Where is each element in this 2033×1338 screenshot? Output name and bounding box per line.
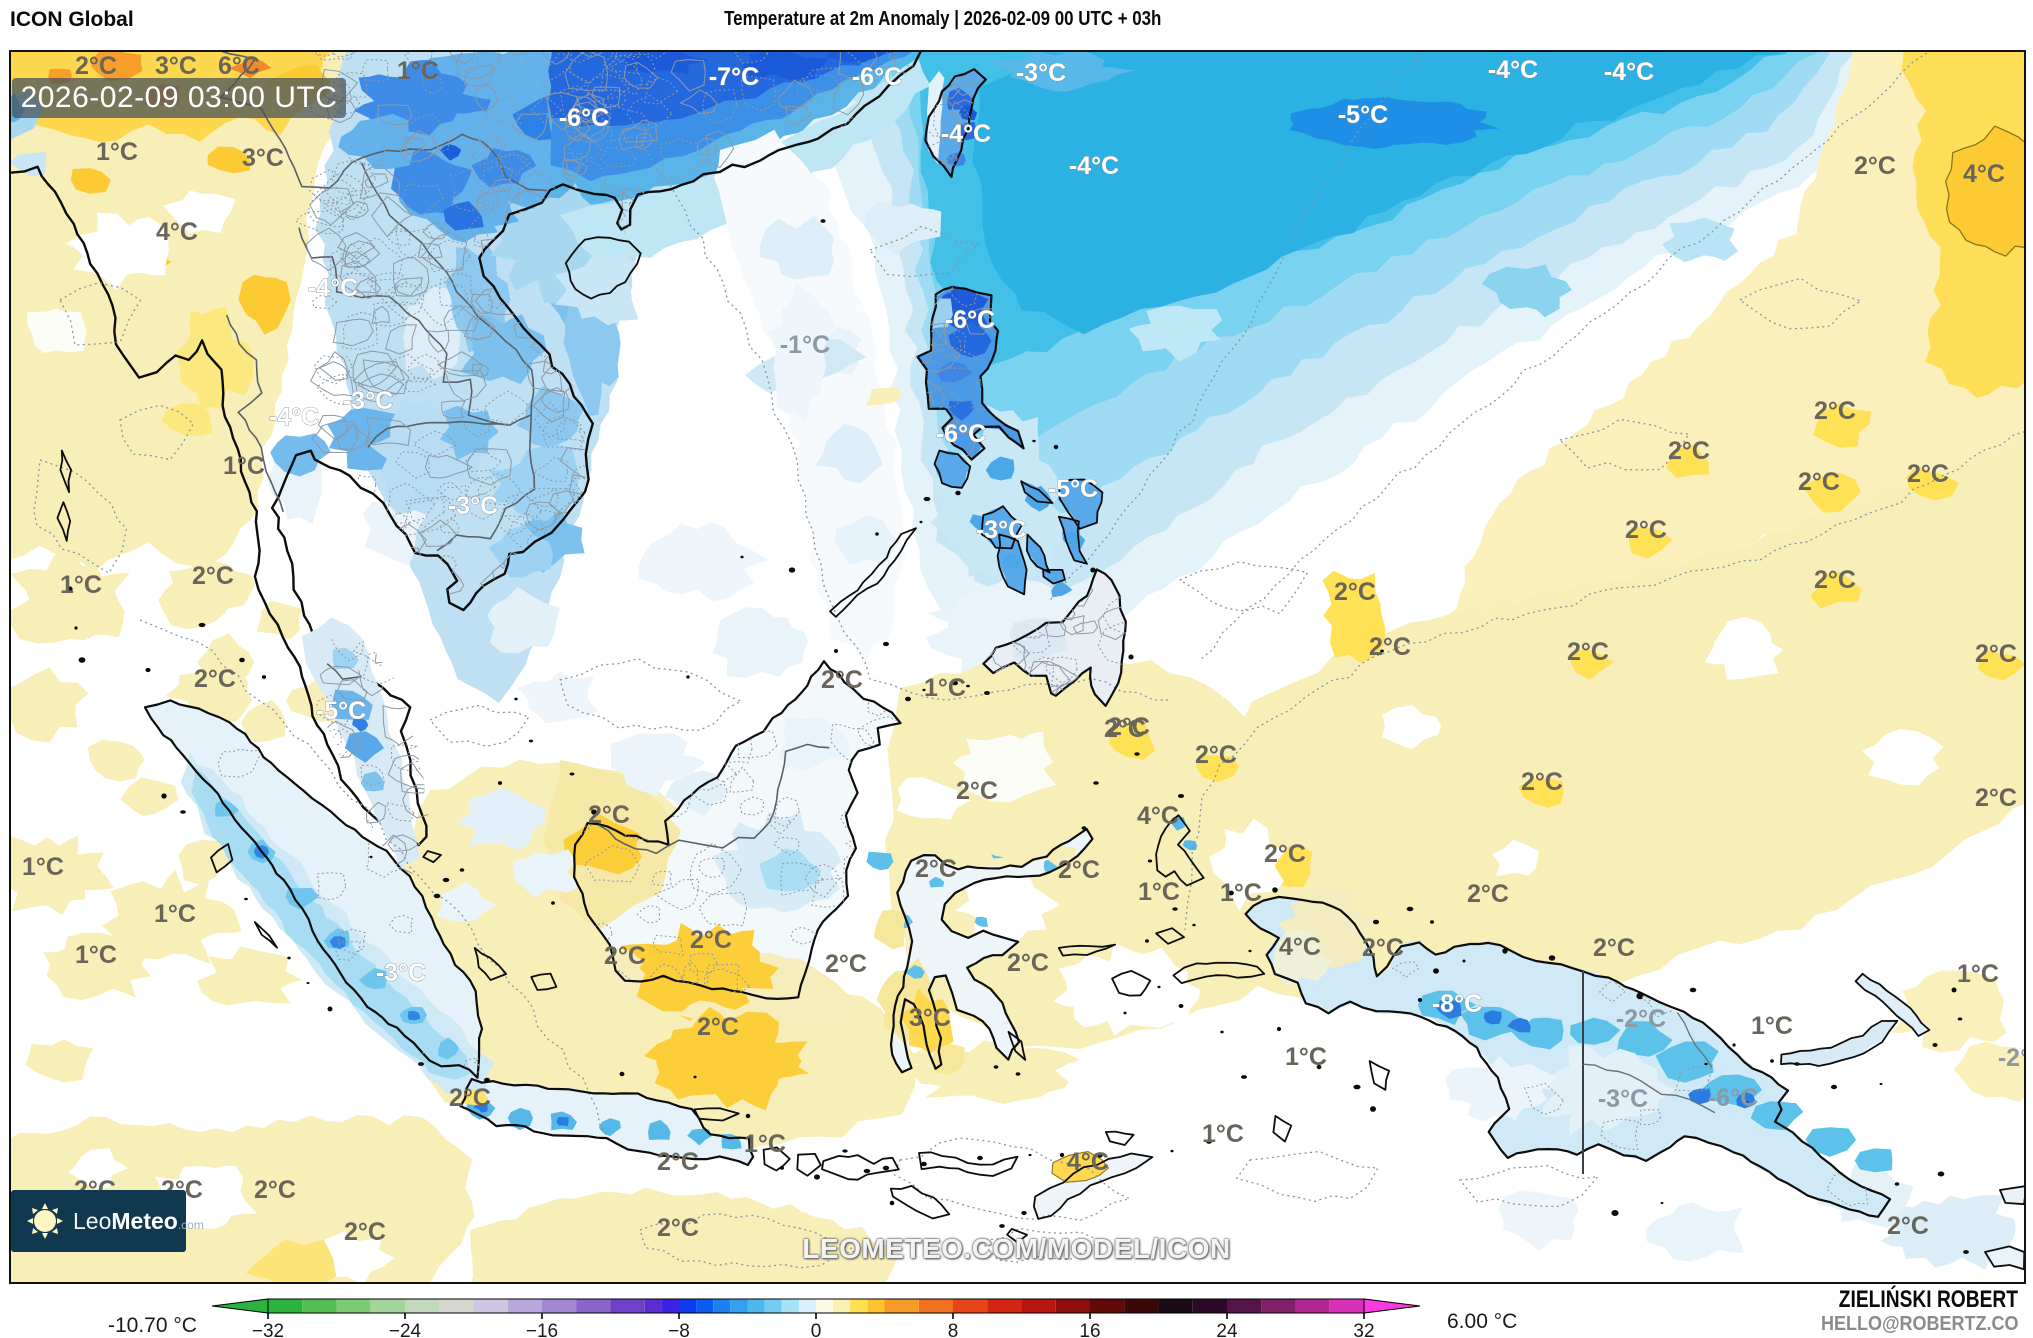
svg-text:4°C: 4°C	[156, 218, 198, 246]
svg-text:-2°C: -2°C	[1616, 1005, 1666, 1033]
svg-text:-3°C: -3°C	[343, 387, 393, 415]
svg-text:4°C: 4°C	[1137, 802, 1179, 830]
svg-text:2°C: 2°C	[1907, 460, 1949, 488]
svg-text:1°C: 1°C	[1138, 878, 1180, 906]
svg-text:2°C: 2°C	[956, 777, 998, 805]
svg-text:2°C: 2°C	[915, 855, 957, 883]
svg-text:2°C: 2°C	[1334, 578, 1376, 606]
svg-text:-5°C: -5°C	[1048, 475, 1098, 503]
svg-text:24: 24	[1216, 1321, 1238, 1338]
svg-text:-6°C: -6°C	[936, 420, 986, 448]
svg-text:2°C: 2°C	[1593, 934, 1635, 962]
svg-text:2°C: 2°C	[1975, 640, 2017, 668]
svg-text:3°C: 3°C	[155, 52, 197, 80]
svg-text:-3°C: -3°C	[1598, 1085, 1648, 1113]
svg-text:-4°C: -4°C	[941, 120, 991, 148]
svg-text:−24: −24	[389, 1321, 422, 1338]
svg-text:1°C: 1°C	[1202, 1120, 1244, 1148]
svg-text:1°C: 1°C	[1220, 879, 1262, 907]
svg-text:2°C: 2°C	[1369, 633, 1411, 661]
svg-text:2°C: 2°C	[1625, 516, 1667, 544]
svg-text:-4°C: -4°C	[1604, 58, 1654, 86]
svg-text:2°C: 2°C	[1104, 715, 1146, 743]
svg-text:2°C: 2°C	[1798, 468, 1840, 496]
svg-text:2°C: 2°C	[697, 1013, 739, 1041]
svg-text:2°C: 2°C	[604, 942, 646, 970]
svg-text:3°C: 3°C	[242, 144, 284, 172]
svg-text:2°C: 2°C	[821, 666, 863, 694]
svg-text:-4°C: -4°C	[1069, 152, 1119, 180]
svg-text:2°C: 2°C	[194, 665, 236, 693]
svg-text:-6°C: -6°C	[559, 104, 609, 132]
svg-text:2°C: 2°C	[254, 1176, 296, 1204]
svg-text:1°C: 1°C	[223, 452, 265, 480]
svg-text:2°C: 2°C	[1362, 934, 1404, 962]
svg-text:1°C: 1°C	[924, 674, 966, 702]
svg-text:4°C: 4°C	[1963, 160, 2005, 188]
svg-text:−16: −16	[526, 1321, 558, 1338]
svg-text:2°C: 2°C	[1814, 397, 1856, 425]
svg-text:2°C: 2°C	[449, 1084, 491, 1112]
svg-text:32: 32	[1353, 1321, 1374, 1338]
svg-text:1°C: 1°C	[1957, 960, 1999, 988]
svg-text:-4°C: -4°C	[308, 274, 358, 302]
svg-text:-8°C: -8°C	[1432, 990, 1482, 1018]
svg-text:2°C: 2°C	[1521, 768, 1563, 796]
svg-text:1°C: 1°C	[75, 941, 117, 969]
svg-text:-6°C: -6°C	[945, 306, 995, 334]
svg-text:1°C: 1°C	[96, 138, 138, 166]
svg-text:2°C: 2°C	[1567, 638, 1609, 666]
svg-text:2°C: 2°C	[825, 950, 867, 978]
svg-text:-3°C: -3°C	[976, 516, 1026, 544]
svg-text:-2°C: -2°C	[1998, 1044, 2033, 1072]
svg-text:2°C: 2°C	[1007, 949, 1049, 977]
svg-text:-1°C: -1°C	[780, 331, 830, 359]
svg-text:2°C: 2°C	[1854, 152, 1896, 180]
svg-text:2°C: 2°C	[1668, 437, 1710, 465]
svg-text:-5°C: -5°C	[316, 697, 366, 725]
svg-text:−8: −8	[668, 1321, 690, 1338]
svg-text:-3°C: -3°C	[448, 492, 498, 520]
svg-text:-3°C: -3°C	[1016, 59, 1066, 87]
svg-text:1°C: 1°C	[744, 1130, 786, 1158]
svg-text:2°C: 2°C	[657, 1214, 699, 1242]
svg-text:2°C: 2°C	[1264, 840, 1306, 868]
svg-text:1°C: 1°C	[1285, 1043, 1327, 1071]
svg-text:4°C: 4°C	[1279, 933, 1321, 961]
svg-text:1°C: 1°C	[1751, 1012, 1793, 1040]
svg-text:-6°C: -6°C	[1708, 1084, 1758, 1112]
svg-text:6°C: 6°C	[218, 52, 260, 80]
svg-text:2°C: 2°C	[1108, 713, 1150, 741]
svg-text:-4°C: -4°C	[269, 403, 319, 431]
svg-text:2°C: 2°C	[1058, 856, 1100, 884]
svg-text:1°C: 1°C	[22, 853, 64, 881]
svg-text:2°C: 2°C	[1195, 741, 1237, 769]
svg-text:8: 8	[948, 1321, 959, 1338]
svg-text:1°C: 1°C	[60, 571, 102, 599]
svg-text:2°C: 2°C	[192, 562, 234, 590]
svg-text:1°C: 1°C	[397, 57, 439, 85]
svg-text:-7°C: -7°C	[709, 63, 759, 91]
svg-text:2°C: 2°C	[1975, 784, 2017, 812]
svg-text:-3°C: -3°C	[376, 959, 426, 987]
svg-text:16: 16	[1079, 1321, 1100, 1338]
svg-text:-6°C: -6°C	[852, 63, 902, 91]
svg-text:3°C: 3°C	[909, 1004, 951, 1032]
svg-text:2°C: 2°C	[1467, 880, 1509, 908]
svg-text:-4°C: -4°C	[1488, 56, 1538, 84]
svg-text:0: 0	[811, 1321, 822, 1338]
svg-text:-5°C: -5°C	[1338, 101, 1388, 129]
svg-text:2°C: 2°C	[75, 52, 117, 80]
svg-text:1°C: 1°C	[154, 900, 196, 928]
svg-text:2°C: 2°C	[1814, 566, 1856, 594]
svg-text:2°C: 2°C	[344, 1218, 386, 1246]
svg-text:−32: −32	[252, 1321, 284, 1338]
svg-text:4°C: 4°C	[1067, 1148, 1109, 1176]
svg-text:2°C: 2°C	[657, 1148, 699, 1176]
svg-text:2°C: 2°C	[588, 801, 630, 829]
svg-text:2°C: 2°C	[1887, 1212, 1929, 1240]
svg-text:2°C: 2°C	[690, 926, 732, 954]
